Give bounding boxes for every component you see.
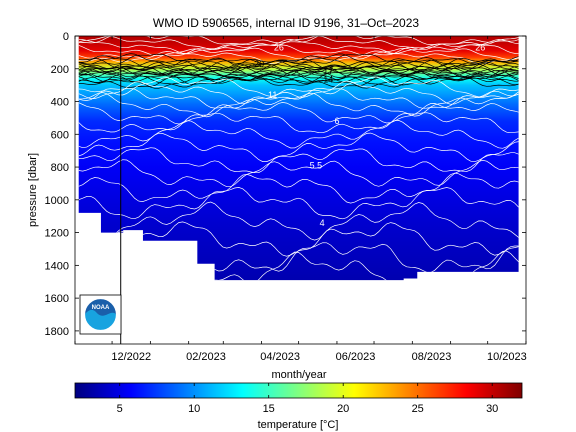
contour-line	[78, 68, 519, 85]
contour-label: 11	[268, 90, 277, 100]
contour-label: 6	[334, 116, 339, 126]
contour-line	[78, 47, 519, 60]
contour-label: 5.5	[310, 160, 323, 170]
x-axis: 12/2022 02/2023 04/2023 06/2023 08/2023 10/20…	[74, 36, 527, 363]
colorbar-ticks: 5 10 15 20 25 30	[117, 383, 498, 415]
colorbar-tick-label: 25	[412, 403, 424, 415]
y-axis-label: pressure [dbar]	[27, 153, 39, 227]
x-tick-label: 02/2023	[186, 351, 226, 363]
contour-line	[78, 80, 519, 105]
contour-line	[78, 76, 519, 98]
contour-line	[78, 58, 519, 72]
x-tick-label: 10/2023	[487, 351, 527, 363]
contour-label: 26	[274, 42, 284, 52]
contour-line	[78, 159, 519, 188]
contour-line	[78, 60, 519, 78]
colorbar-tick-label: 15	[263, 403, 275, 415]
contour-label: 14	[323, 74, 333, 84]
contour-line	[78, 70, 519, 89]
x-tick-label: 06/2023	[336, 351, 376, 363]
colorbar-tick-label: 5	[117, 403, 123, 415]
y-tick-label: 200	[51, 64, 69, 76]
x-tick-label: 08/2023	[412, 351, 452, 363]
contour-label: 26	[475, 42, 485, 52]
contour-line	[78, 92, 519, 118]
contour-lines	[78, 36, 519, 281]
contour-line	[78, 67, 519, 84]
contour-label: 20	[254, 59, 264, 69]
contour-line	[78, 39, 519, 54]
noaa-logo-text: NOAA	[92, 305, 110, 311]
colorbar-label: temperature [°C]	[258, 419, 339, 431]
contour-line	[78, 112, 519, 134]
x-tick-label: 12/2022	[111, 351, 151, 363]
noaa-logo: NOAA	[79, 294, 122, 335]
plot-frame	[74, 35, 527, 345]
colorbar-tick-label: 30	[486, 403, 498, 415]
chart-title: WMO ID 5906565, internal ID 9196, 31–Oct…	[153, 16, 419, 30]
contour-line	[78, 132, 519, 163]
y-tick-label: 1200	[45, 228, 69, 240]
y-tick-label: 1800	[45, 326, 69, 338]
colorbar-tick-label: 20	[337, 403, 349, 415]
contour-line	[78, 36, 519, 51]
contour-line	[78, 147, 519, 174]
y-tick-label: 400	[51, 97, 69, 109]
y-tick-label: 1400	[45, 260, 69, 272]
colorbar-tick-label: 10	[188, 403, 200, 415]
contour-line	[78, 201, 519, 241]
contour-line	[78, 55, 519, 73]
x-axis-label: month/year	[271, 369, 326, 381]
x-tick-label: 04/2023	[260, 351, 300, 363]
contour-line	[78, 69, 519, 88]
contour-line	[78, 172, 519, 204]
contour-line	[78, 187, 519, 220]
y-tick-label: 0	[63, 31, 69, 43]
contour-line	[78, 53, 519, 72]
colorbar	[74, 382, 523, 399]
y-tick-label: 800	[51, 162, 69, 174]
contour-label: 17	[323, 66, 333, 76]
y-tick-label: 1600	[45, 293, 69, 305]
contour-line	[78, 102, 519, 125]
y-tick-label: 1000	[45, 195, 69, 207]
contour-line	[78, 58, 519, 77]
contour-line	[78, 63, 519, 78]
y-tick-label: 600	[51, 129, 69, 141]
contour-label: 4	[320, 218, 325, 228]
y-axis: 0 200 400 600 800 1000 1200 1400 1600 1800	[45, 31, 526, 338]
